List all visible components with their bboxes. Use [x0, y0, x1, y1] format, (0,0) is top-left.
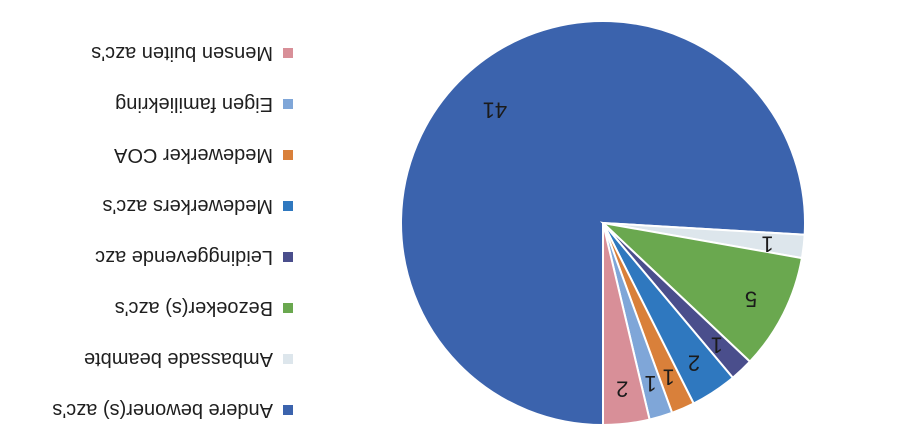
pie-data-label: 1 — [711, 333, 723, 358]
legend-item: Bezoeker(s) azc's — [115, 296, 293, 320]
pie-slices — [400, 20, 807, 427]
pie-data-label: 41 — [483, 98, 507, 123]
legend-swatch — [283, 99, 293, 109]
legend-swatch — [283, 252, 293, 262]
legend-item: Mensen buiten azc's — [91, 41, 293, 65]
legend-label: Mensen buiten azc's — [91, 42, 273, 65]
legend-swatch — [283, 303, 293, 313]
legend-label: Leidinggevende azc — [95, 246, 273, 269]
legend-item: Eigen familiekring — [115, 92, 293, 116]
legend-swatch — [283, 150, 293, 160]
pie-slice — [599, 221, 804, 364]
legend-swatch — [283, 354, 293, 364]
legend-item: Leidinggevende azc — [95, 245, 293, 269]
pie-slice — [602, 222, 651, 427]
pie-data-label: 1 — [644, 371, 656, 396]
pie-data-label: 1 — [662, 364, 674, 389]
legend-item: Medewerker COA — [114, 143, 293, 167]
legend-label: Bezoeker(s) azc's — [114, 297, 273, 320]
pie-data-label: 2 — [616, 377, 628, 402]
pie-data-label: 1 — [761, 231, 773, 256]
chart-legend: Andere bewoner(s) azc's Ambassade beambte… — [3, 2, 293, 422]
legend-label: Andere bewoner(s) azc's — [52, 399, 273, 422]
legend-swatch — [283, 201, 293, 211]
legend-swatch — [283, 405, 293, 415]
legend-swatch — [283, 48, 293, 58]
legend-item: Ambassade beambte — [84, 347, 293, 371]
legend-item: Andere bewoner(s) azc's — [52, 398, 293, 422]
legend-label: Medewerker COA — [114, 144, 273, 167]
legend-label: Medewerkers azc's — [102, 195, 273, 218]
pie-data-label: 5 — [745, 286, 757, 311]
legend-item: Medewerkers azc's — [102, 194, 293, 218]
legend-label: Eigen familiekring — [115, 93, 273, 116]
pie-data-label: 2 — [688, 351, 700, 376]
legend-label: Ambassade beambte — [83, 348, 273, 371]
